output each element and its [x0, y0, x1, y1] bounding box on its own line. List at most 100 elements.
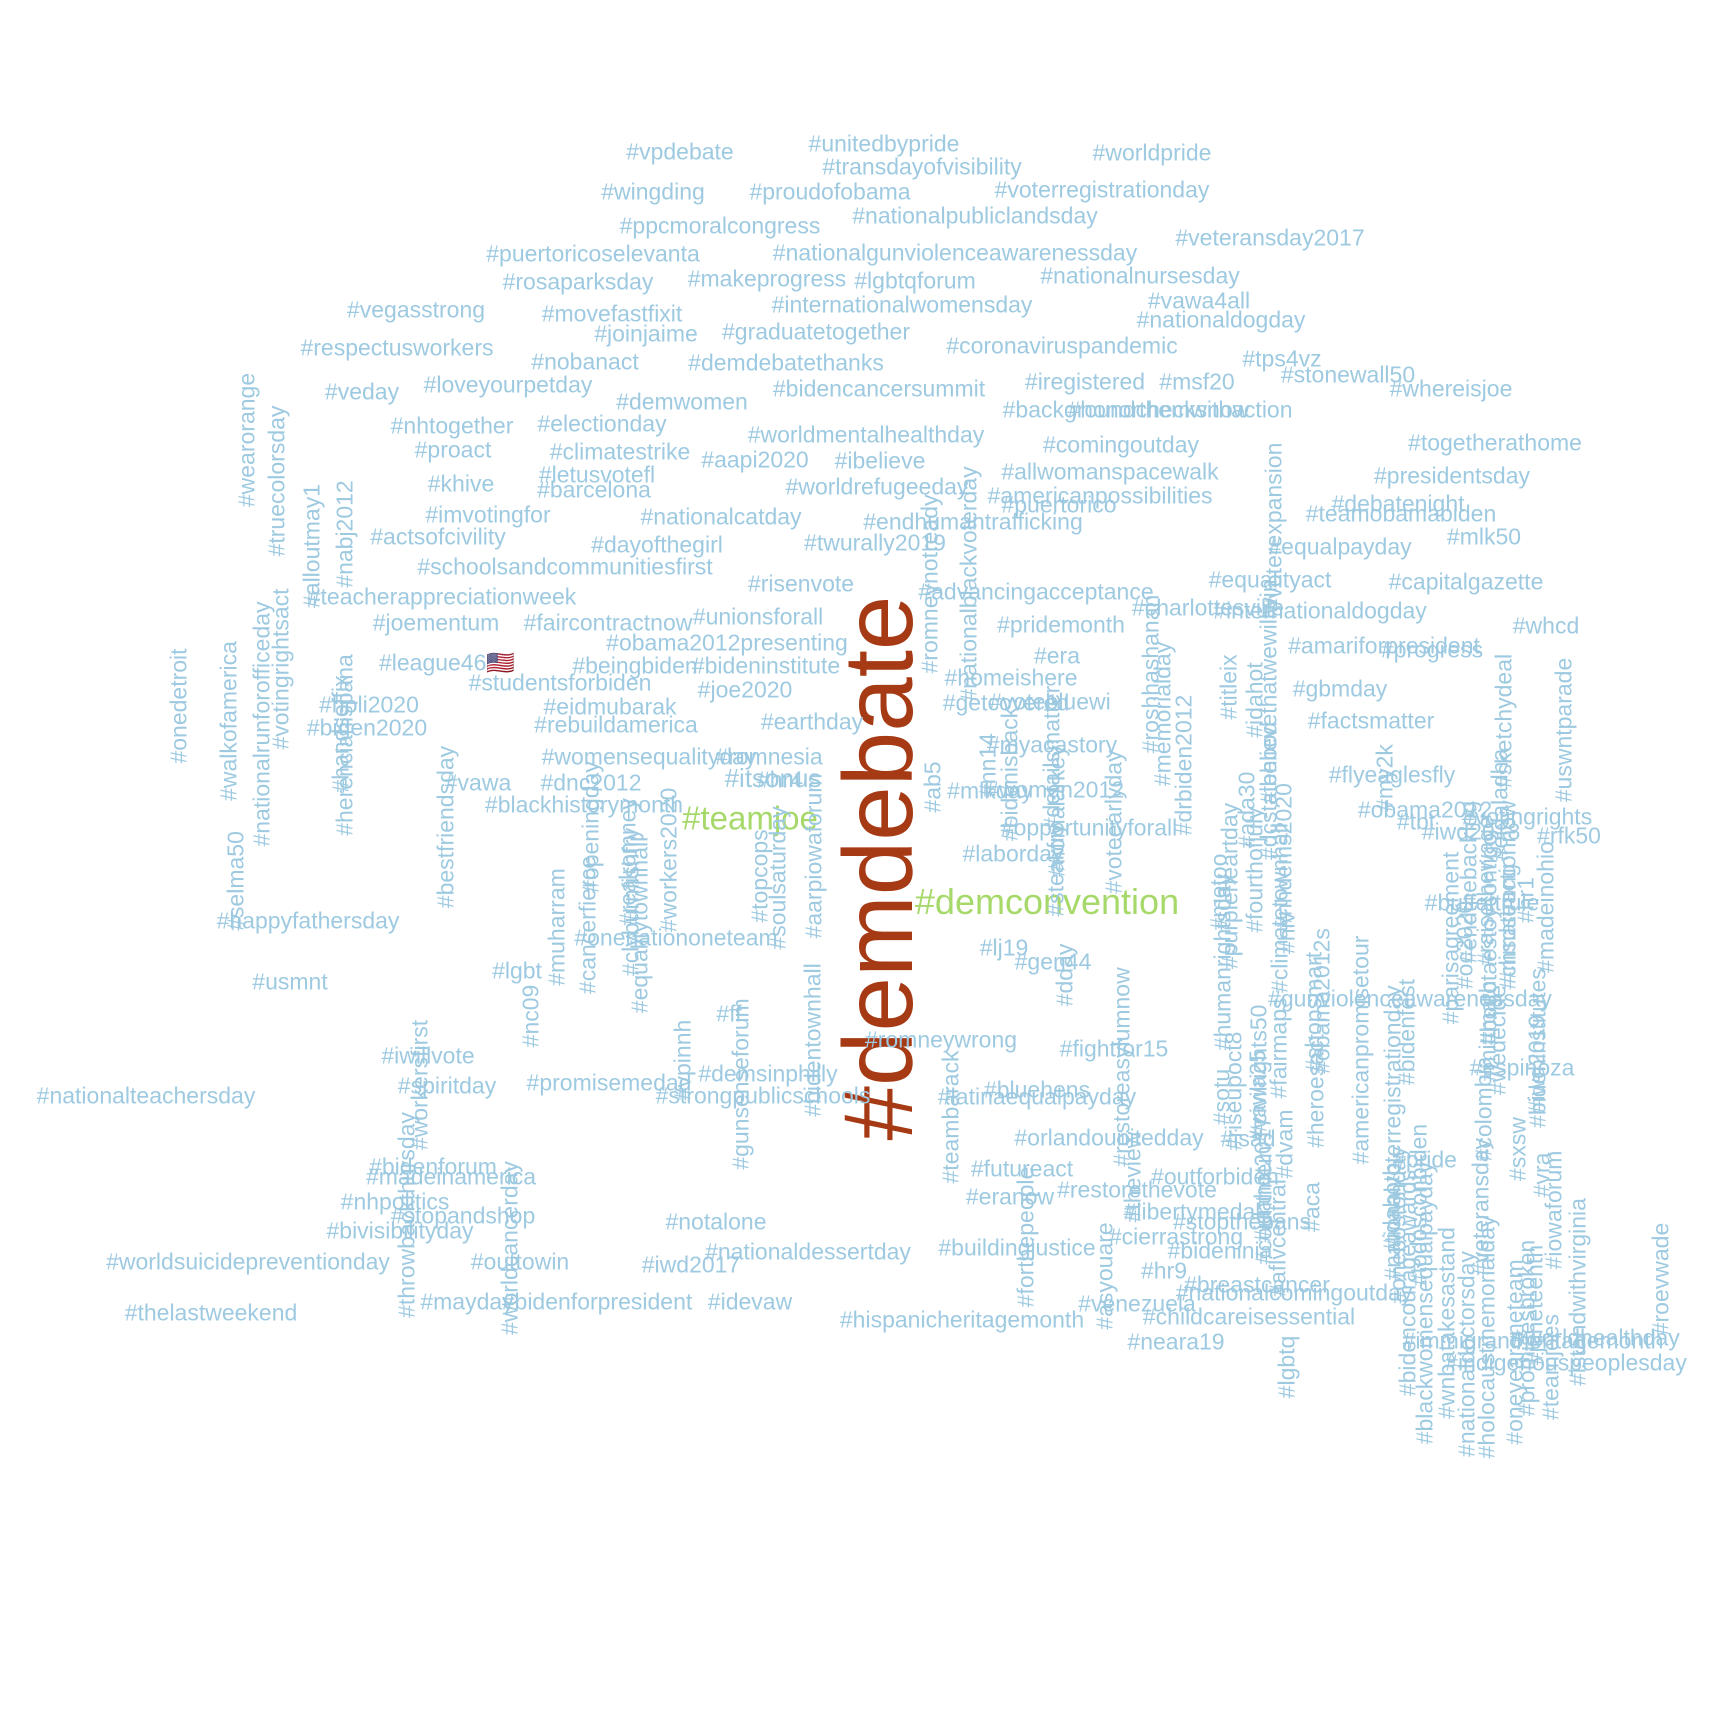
- word-teamjoe: #teamjoe: [682, 799, 818, 837]
- word-climatestrike: #climatestrike: [549, 438, 691, 465]
- word-nationalcomingoutday: #nationalcomingoutday: [1175, 1279, 1413, 1306]
- word-lgbtq: #lgbtq: [1273, 1335, 1300, 1399]
- word-endhumantrafficking: #endhumantrafficking: [863, 508, 1083, 535]
- word-obama2012: #obama2012: [1357, 796, 1493, 823]
- word-dday: #dday: [1051, 943, 1078, 1007]
- word-nationalcatday: #nationalcatday: [640, 503, 802, 530]
- word-pride: #pride: [1393, 1146, 1457, 1173]
- word-uswntparade: #uswntparade: [1550, 657, 1577, 803]
- word-worldhealthday: #worldhealthday: [1512, 1324, 1680, 1351]
- word-flyeaglesfly: #flyeaglesfly: [1328, 761, 1456, 788]
- word-strongpublicschools: #strongpublicschools: [655, 1082, 871, 1109]
- word-libertymedal: #libertymedal: [1123, 1198, 1261, 1225]
- word-makeprogress: #makeprogress: [687, 265, 847, 292]
- word-espinoza: #espinoza: [1469, 1054, 1575, 1081]
- word-vawa4all: #vawa4all: [1147, 287, 1251, 314]
- word-isad: #isad: [1220, 1125, 1276, 1152]
- word-bidenforpresident: #bidenforpresident: [501, 1288, 693, 1315]
- word-ibelieve: #ibelieve: [834, 447, 926, 474]
- word-obama2012presenting: #obama2012presenting: [606, 629, 848, 656]
- word-faircontractnow: #faircontractnow: [523, 609, 693, 636]
- word-votingrights: #votingrights: [1461, 803, 1593, 830]
- word-schoolsandcommunitiesfirst: #schoolsandcommunitiesfirst: [417, 553, 713, 580]
- word-comingoutday: #comingoutday: [1043, 431, 1199, 458]
- word-onenationoneteam: #onenationoneteam: [574, 924, 778, 951]
- word-promisemedad: #promisemedad: [526, 1069, 692, 1096]
- word-iwd2019: #iwd2019: [1523, 1014, 1550, 1114]
- word-americanpromisetour: #americanpromisetour: [1347, 935, 1374, 1165]
- word-worldpride: #worldpride: [1092, 139, 1212, 166]
- word-itsonus: #itsonus: [724, 763, 822, 793]
- word-equalitytownhall: #equalitytownhall: [626, 836, 653, 1014]
- word-eranow: #eranow: [965, 1183, 1055, 1210]
- word-graduatetogether: #graduatetogether: [722, 318, 910, 345]
- word-stopthebans: #stopthebans: [1172, 1208, 1312, 1235]
- word-muharram: #muharram: [543, 868, 570, 986]
- word-whcd: #whcd: [1512, 612, 1580, 639]
- word-breastcancer: #breastcancer: [1184, 1271, 1330, 1298]
- word-lgbt: #lgbt: [492, 957, 542, 984]
- word-sxsw: #sxsw: [1504, 1117, 1531, 1181]
- word-studentsforbiden: #studentsforbiden: [468, 669, 652, 696]
- word-wearorange: #wearorange: [233, 372, 260, 508]
- word-climatetownhall: #climatetownhall: [1266, 822, 1293, 994]
- word-allwomanspacewalk: #allwomanspacewalk: [1001, 458, 1219, 485]
- word-demdebate: #demdebate: [823, 595, 933, 1141]
- word-votebluewi: #votebluewi: [989, 688, 1111, 715]
- word-futureact: #futureact: [970, 1155, 1074, 1182]
- word-bideninstitute: #bideninstitute: [691, 652, 841, 679]
- word-nationalrunforofficeday: #nationalrunforofficeday: [248, 601, 275, 847]
- word-gunviolenceawarenessday: #gunviolenceawarenessday: [1268, 985, 1552, 1012]
- word-whereisjoe: #whereisjoe: [1389, 375, 1513, 402]
- word-hispanicheritagemonth: #hispanicheritagemonth: [839, 1306, 1085, 1333]
- word-joementum: #joementum: [372, 609, 500, 636]
- word-iwd2017: #iwd2017: [641, 1251, 741, 1278]
- word-voterregistrationday: #voterregistrationday: [994, 176, 1210, 203]
- word-earthday: #earthday: [760, 708, 864, 735]
- word-idevaw: #idevaw: [707, 1288, 793, 1315]
- word-demwomen: #demwomen: [616, 388, 748, 415]
- word-khive: #khive: [427, 470, 495, 497]
- word-loveyourpetday: #loveyourpetday: [423, 371, 593, 398]
- word-hr4: #hr4: [756, 766, 804, 793]
- word-iwillvote: #iwillvote: [381, 1042, 475, 1069]
- word-spiritday: #spiritday: [397, 1072, 497, 1099]
- word-nationalpubliclandsday: #nationalpubliclandsday: [852, 202, 1098, 229]
- word-walkofamerica: #walkofamerica: [215, 641, 242, 801]
- word-rebuildamerica: #rebuildamerica: [534, 711, 698, 738]
- word-outtowin: #outtowin: [470, 1248, 570, 1275]
- word-twurally2019: #twurally2019: [804, 529, 946, 556]
- word-fourthofjuly: #fourthofjuly: [1241, 807, 1268, 933]
- word-thelastweekend: #thelastweekend: [124, 1299, 298, 1326]
- word-iwd2018: #iwd2018: [1421, 818, 1521, 845]
- word-nobanact: #nobanact: [531, 348, 639, 375]
- word-honorthemwithaction: #honorthemwithaction: [1067, 396, 1293, 423]
- word-nationaldessertday: #nationaldessertday: [705, 1238, 911, 1265]
- word-titleix: #titleix: [1215, 654, 1242, 720]
- word-nhtogether: #nhtogether: [390, 412, 514, 439]
- word-rfk50: #rfk50: [1537, 822, 1601, 849]
- word-imvotingfor: #imvotingfor: [425, 501, 551, 528]
- word-mayday: #mayday: [420, 1288, 514, 1315]
- word-nationaldogday: #nationaldogday: [1136, 306, 1306, 333]
- word-gbmday: #gbmday: [1292, 675, 1388, 702]
- word-teamobamabiden: #teamobamabiden: [1305, 500, 1497, 527]
- word-herenciahispana: #herenciahispana: [331, 654, 358, 836]
- word-worldrefugeeday: #worldrefugeeday: [785, 473, 969, 500]
- word-demsinphilly: #demsinphilly: [698, 1060, 838, 1087]
- word-laborday: #laborday: [962, 840, 1064, 867]
- word-steakfry: #steakfry: [1042, 823, 1069, 917]
- word-risenvote: #risenvote: [747, 570, 855, 597]
- word-vpdebate: #vpdebate: [626, 138, 734, 165]
- word-backgroundchecksnow: #backgroundchecksnow: [1002, 396, 1250, 423]
- word-dnc2012: #dnc2012: [540, 769, 642, 796]
- word-throwbackthursday: #throwbackthursday: [393, 1112, 420, 1318]
- word-debatenight: #debatenight: [1331, 490, 1465, 517]
- word-equalityact: #equalityact: [1208, 566, 1332, 593]
- word-internationaldogday: #internationaldogday: [1213, 597, 1427, 624]
- word-equalpayday: #equalpayday: [1268, 533, 1412, 560]
- word-getcovered: #getcovered: [942, 689, 1070, 716]
- word-unionsforall: #unionsforall: [692, 603, 824, 630]
- word-bestfriendsday: #bestfriendsday: [432, 745, 459, 909]
- word-ab5: #ab5: [919, 761, 946, 813]
